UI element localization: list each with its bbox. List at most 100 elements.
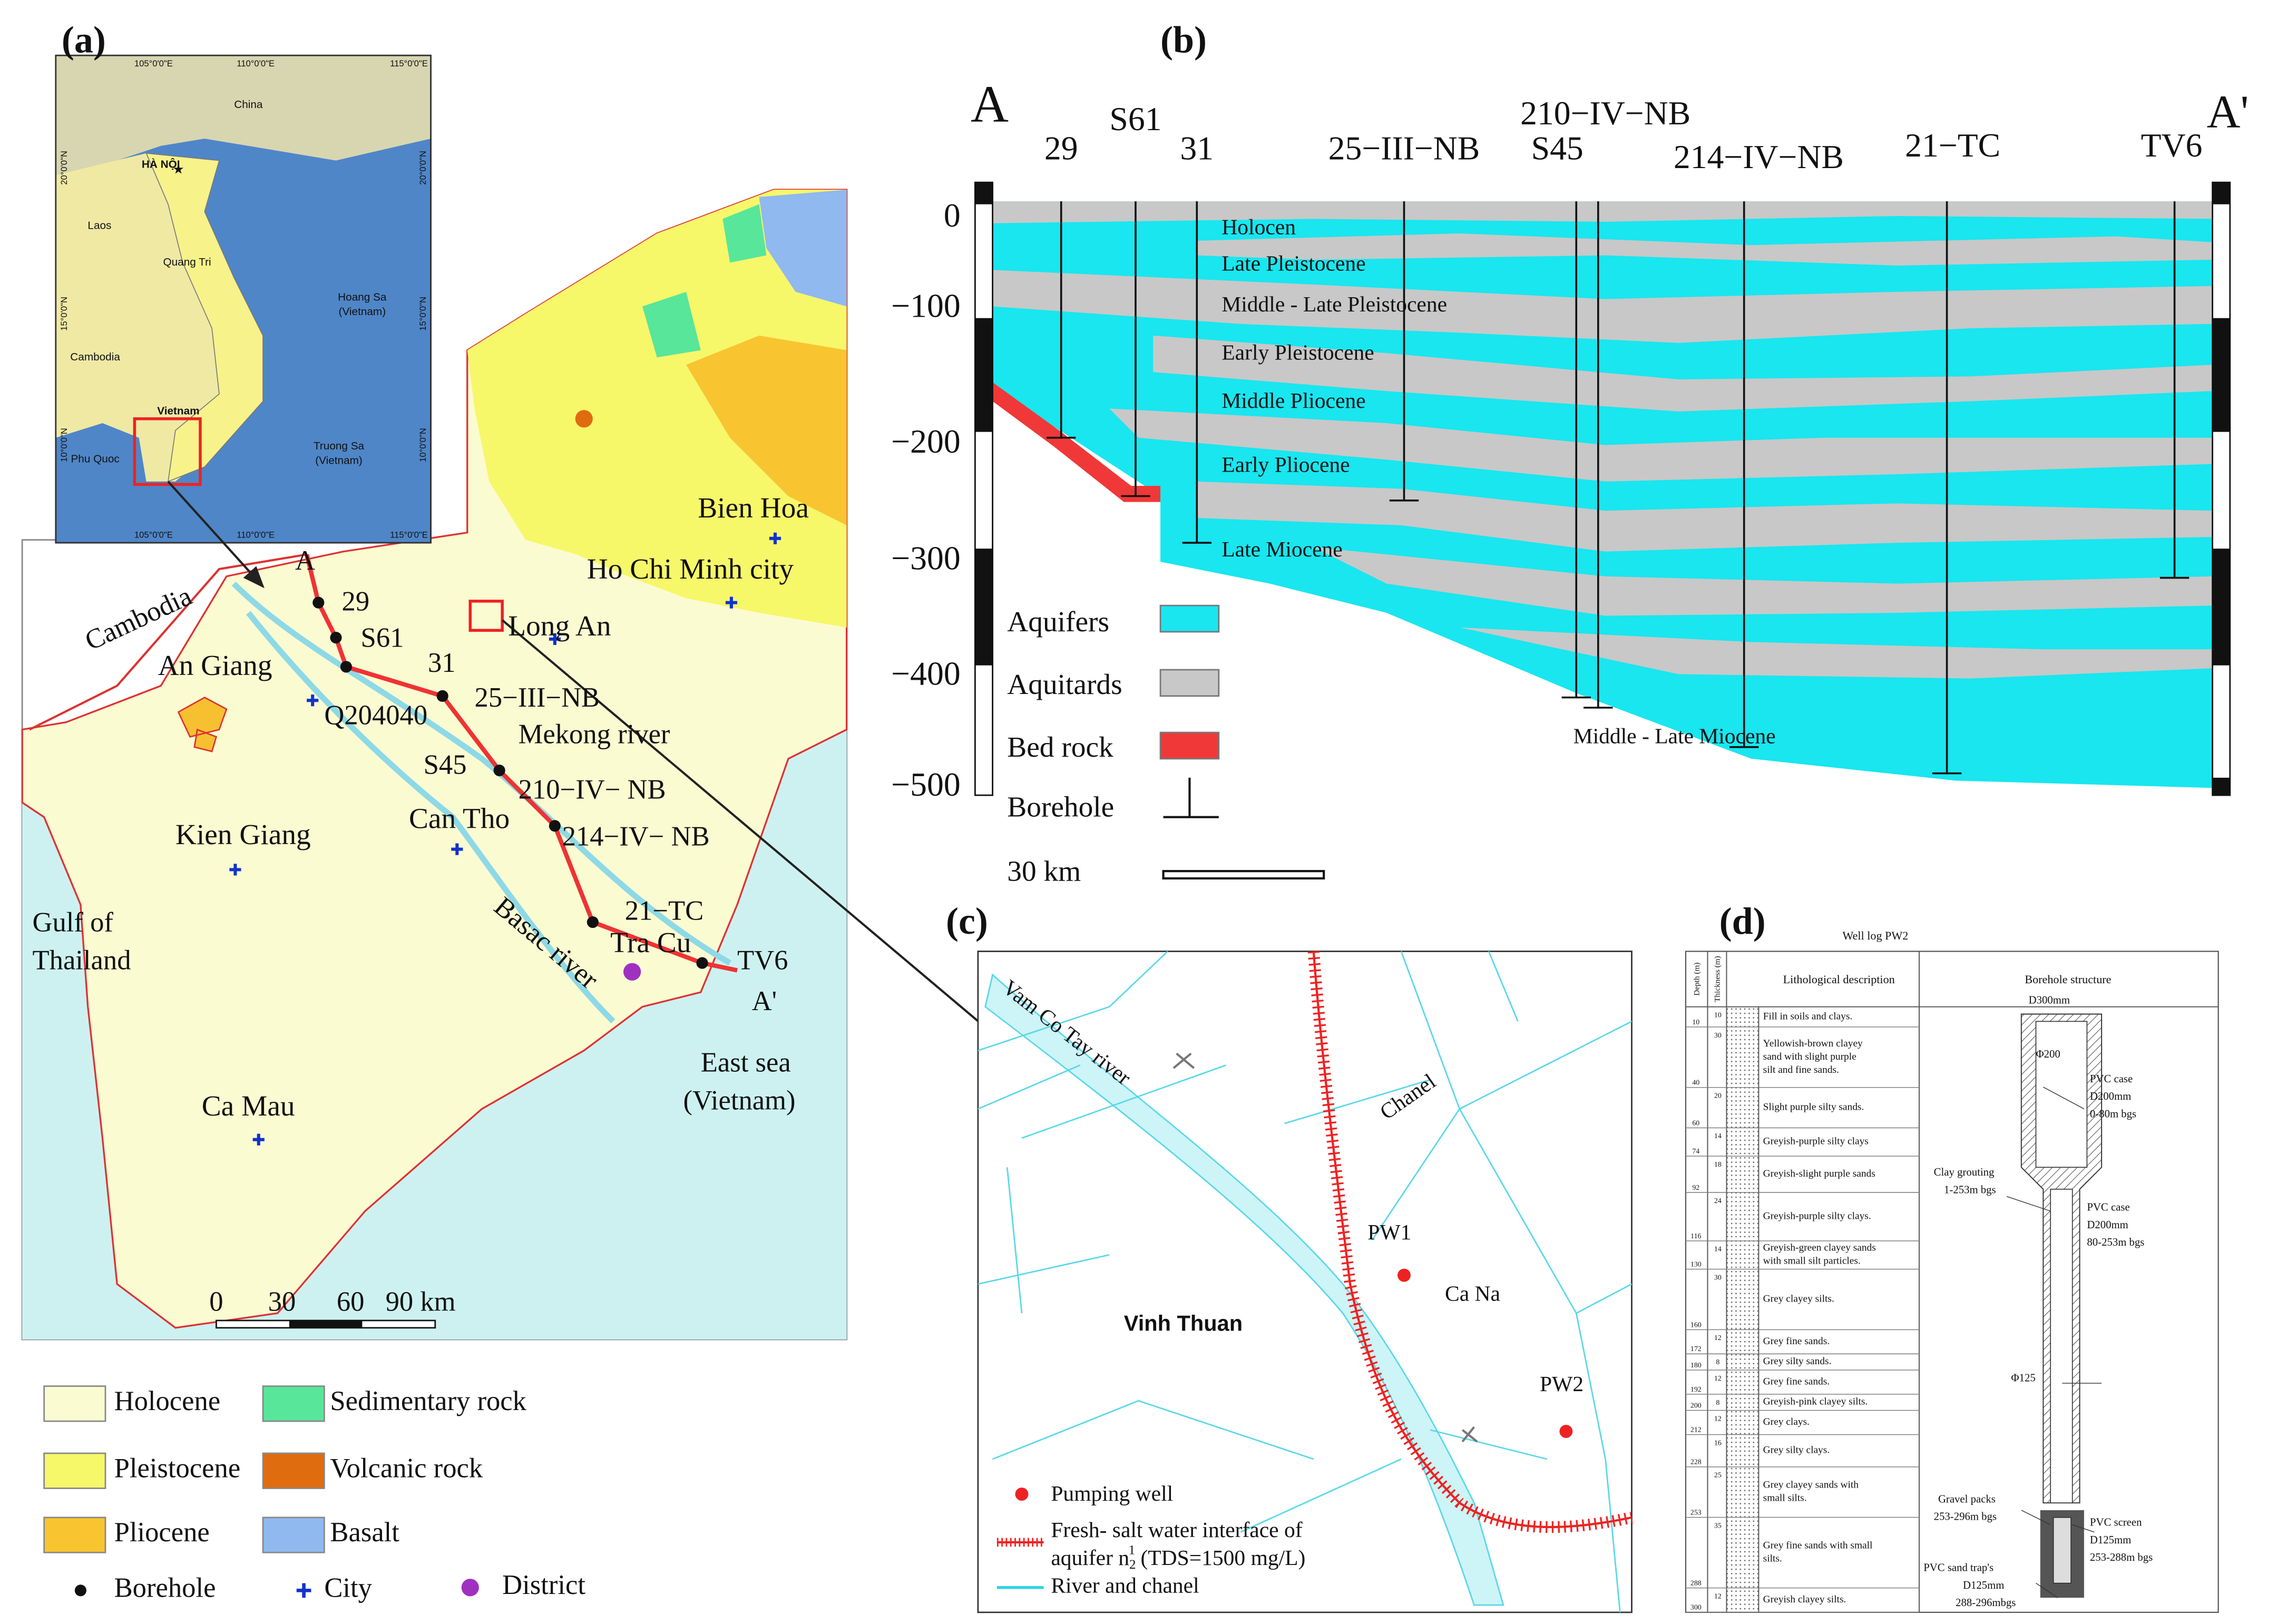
- place-label: Ca Na: [1445, 1281, 1500, 1305]
- map-label: 31: [428, 648, 456, 678]
- borehole-label: 25−III−NB: [1328, 130, 1480, 167]
- legend-label-part: (TDS=1500 mg/L): [1135, 1545, 1305, 1570]
- legend-label-part: aquifer n: [1051, 1545, 1129, 1570]
- depth-cell: 192: [1690, 1385, 1702, 1393]
- structure-label: D125mm: [1963, 1580, 2004, 1591]
- borehole: [2159, 201, 2190, 579]
- description-cell: Fill in soils and clays.: [1763, 1011, 1853, 1022]
- description-cell: Grey clayey silts.: [1763, 1293, 1834, 1304]
- thickness-cell: 14: [1714, 1245, 1722, 1253]
- thickness-cell: 30: [1714, 1031, 1722, 1039]
- place-label: Cambodia: [70, 351, 120, 363]
- map-label: Thailand: [33, 945, 131, 976]
- description-cell: Grey clayey sands with: [1763, 1480, 1859, 1491]
- unit-label: Early Pleistocene: [1221, 340, 1374, 364]
- structure-label: D200mm: [2087, 1219, 2128, 1231]
- description-cell: with small silt particles.: [1763, 1256, 1861, 1267]
- legend-a: [43, 1385, 479, 1598]
- place-label: Ho Chi Minh city: [587, 553, 794, 585]
- cross-section: [974, 181, 2231, 880]
- legend-label-part: 1: [1129, 1543, 1135, 1557]
- description-cell: sand with slight purple: [1763, 1051, 1856, 1062]
- place-label: An Giang: [158, 649, 272, 681]
- section-end: A: [971, 75, 1009, 133]
- depth-label: −300: [891, 540, 960, 577]
- thickness-cell: 12: [1714, 1374, 1722, 1382]
- place-label: Truong Sa: [314, 440, 365, 452]
- coord-label: 115°0'0"E: [390, 530, 428, 540]
- map-label: S61: [361, 623, 404, 653]
- description-cell: Slight purple silty sands.: [1763, 1102, 1864, 1113]
- header: Thickness (m): [1713, 956, 1722, 1002]
- depth-cell: 60: [1692, 1119, 1699, 1127]
- place-label: Phu Quoc: [71, 453, 119, 465]
- place-label: Can Tho: [409, 803, 510, 835]
- header: Depth (m): [1693, 963, 1702, 996]
- coord-label: 20°0'0"N: [418, 151, 428, 185]
- depth-cell: 92: [1692, 1183, 1699, 1191]
- borehole: [1389, 201, 1419, 502]
- description-cell: Greyish-slight purple sands: [1763, 1168, 1875, 1179]
- structure-label: Clay grouting: [1934, 1167, 1995, 1178]
- map-label: Mekong river: [519, 719, 670, 749]
- depth-cell: 228: [1690, 1458, 1702, 1466]
- structure-label: D200mm: [2090, 1091, 2131, 1102]
- borehole-label: TV6: [2141, 126, 2203, 164]
- structure-label: D300mm: [2029, 994, 2070, 1006]
- unit-label: Late Pleistocene: [1221, 251, 1365, 276]
- borehole-label: 31: [1180, 130, 1214, 167]
- structure-label: PVC case: [2090, 1073, 2133, 1085]
- borehole-label: 214−IV−NB: [1674, 138, 1844, 175]
- legend-label: City: [324, 1572, 372, 1603]
- map-label: A': [752, 986, 777, 1016]
- place-label: Quang Tri: [163, 256, 211, 268]
- description-cell: Grey silty clays.: [1763, 1445, 1830, 1456]
- map-label: 25−III−NB: [475, 682, 600, 713]
- description-cell: Greyish-purple silty clays: [1763, 1136, 1869, 1147]
- thickness-cell: 35: [1714, 1521, 1722, 1529]
- place-label: Long An: [508, 610, 611, 642]
- map-label: Q204040: [324, 700, 427, 730]
- coord-label: 110°0'0"E: [237, 530, 275, 540]
- map-label: S45: [424, 750, 467, 780]
- legend-label: Pliocene: [114, 1517, 210, 1548]
- depth-cell: 116: [1690, 1232, 1701, 1240]
- place-label: (Vietnam): [315, 455, 363, 467]
- legend-label-part: 2: [1129, 1558, 1136, 1572]
- place-label: Kien Giang: [175, 818, 311, 850]
- map-label: 214−IV− NB: [562, 821, 710, 852]
- description-cell: small silts.: [1763, 1493, 1807, 1504]
- map-label: Gulf of: [33, 907, 114, 938]
- map-label: TV6: [737, 945, 788, 976]
- place-label: (Vietnam): [339, 306, 386, 318]
- coord-label: 15°0'0"N: [418, 297, 428, 331]
- well-label: PW2: [1540, 1372, 1584, 1396]
- legend-label: Fresh- salt water interface of: [1051, 1518, 1302, 1542]
- unit-label: Middle - Late Miocene: [1574, 724, 1776, 748]
- borehole-label: S45: [1531, 130, 1584, 167]
- place-label: Vietnam: [157, 405, 199, 417]
- borehole: [1182, 201, 1211, 544]
- section-end: A': [2206, 86, 2249, 138]
- structure-label: 253-288m bgs: [2090, 1552, 2153, 1563]
- header: Borehole structure: [2025, 973, 2111, 986]
- coord-label: 10°0'0"N: [418, 428, 428, 462]
- legend-label: Basalt: [330, 1517, 399, 1548]
- borehole-label: 29: [1044, 130, 1078, 167]
- map-label: East sea: [701, 1048, 791, 1078]
- depth-cell: 160: [1690, 1320, 1702, 1328]
- scale-label: 60: [337, 1287, 365, 1317]
- depth-cell: 288: [1690, 1579, 1702, 1587]
- thickness-cell: 12: [1714, 1414, 1722, 1422]
- structure-label: PVC case: [2087, 1202, 2129, 1214]
- legend-label: Aquifers: [1007, 605, 1109, 638]
- panel-label: (c): [946, 900, 988, 942]
- coord-label: 105°0'0"E: [134, 530, 173, 540]
- place-label: Laos: [87, 220, 111, 232]
- place-label: Tra Cu: [610, 926, 691, 958]
- depth-cell: 212: [1690, 1425, 1702, 1433]
- description-cell: Grey silty sands.: [1763, 1356, 1832, 1367]
- legend-label: Sedimentary rock: [330, 1386, 526, 1416]
- place-label: China: [234, 99, 263, 111]
- map-label: A: [295, 545, 315, 576]
